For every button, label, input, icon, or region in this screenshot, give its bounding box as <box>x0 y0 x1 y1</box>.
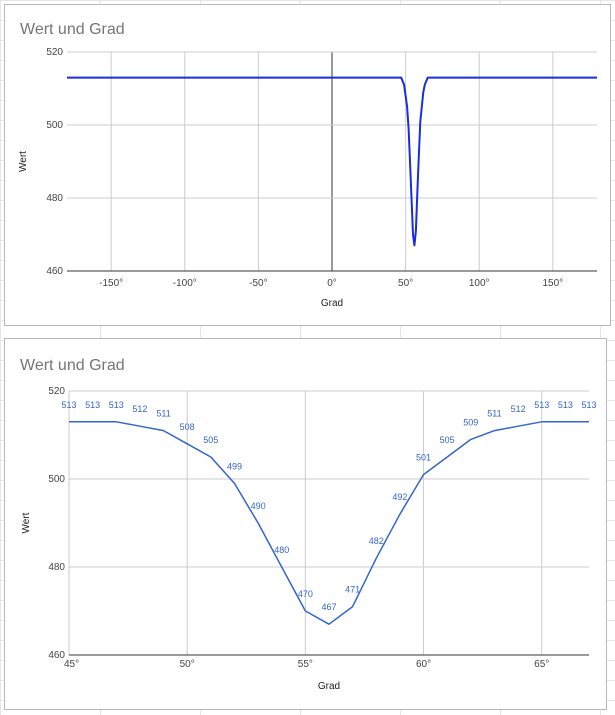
data-label: 470 <box>298 589 313 599</box>
data-label: 471 <box>345 585 360 595</box>
x-tick-label: -50° <box>249 278 267 289</box>
y-tick-label: 520 <box>48 386 65 397</box>
data-label: 511 <box>487 409 501 419</box>
x-axis-title: Grad <box>318 681 340 692</box>
data-label: 490 <box>251 501 266 511</box>
y-tick-label: 500 <box>48 474 65 485</box>
x-tick-label: 50° <box>180 659 195 670</box>
y-tick-label: 460 <box>46 266 63 277</box>
y-tick-label: 480 <box>46 193 63 204</box>
data-label: 482 <box>369 536 384 546</box>
x-tick-label: 55° <box>298 659 313 670</box>
data-label: 499 <box>227 461 242 471</box>
x-tick-label: 100° <box>469 278 490 289</box>
data-label: 513 <box>534 400 549 410</box>
chart-card-overview: Wert und Grad -150° -100° -50° 0° 50° 100° 150… <box>4 4 611 326</box>
data-label: 505 <box>203 435 218 445</box>
chart-title: Wert und Grad <box>20 357 125 374</box>
y-tick-label: 460 <box>48 650 65 661</box>
data-label: 511 <box>156 409 170 419</box>
x-tick-label: 50° <box>398 278 413 289</box>
x-axis-title: Grad <box>321 298 343 309</box>
y-tick-label: 480 <box>48 562 65 573</box>
data-label: 508 <box>180 422 195 432</box>
series-line <box>69 421 589 625</box>
data-label: 492 <box>392 492 407 502</box>
data-label: 505 <box>440 435 455 445</box>
data-label: 513 <box>61 400 76 410</box>
chart-overview-plot: -150° -100° -50° 0° 50° 100° 150° 460 480 500 520 G… <box>18 47 597 309</box>
x-tick-label: -150° <box>99 278 123 289</box>
data-label: 501 <box>416 453 431 463</box>
data-label: 467 <box>321 602 336 612</box>
chart-card-zoomed: Wert und Grad 45° 50° 55° 60° 65° 460 480 500 52… <box>4 338 607 710</box>
data-label: 513 <box>109 400 124 410</box>
x-tick-label: 65° <box>534 659 549 670</box>
data-label: 513 <box>581 400 596 410</box>
y-tick-label: 500 <box>46 120 63 131</box>
data-label: 513 <box>85 400 100 410</box>
series-line <box>67 76 597 247</box>
x-tick-label: 60° <box>416 659 431 670</box>
y-tick-label: 520 <box>46 47 63 58</box>
chart-title: Wert und Grad <box>20 21 125 38</box>
data-label: 512 <box>132 404 147 414</box>
y-axis-title: Wert <box>21 512 32 533</box>
x-tick-label: 150° <box>542 278 563 289</box>
x-tick-label: 0° <box>327 278 337 289</box>
data-label: 509 <box>463 417 478 427</box>
x-tick-label: -100° <box>173 278 197 289</box>
data-label: 480 <box>274 545 289 555</box>
y-axis-title: Wert <box>18 151 29 172</box>
x-tick-label: 45° <box>64 659 79 670</box>
data-label: 513 <box>558 400 573 410</box>
chart-zoomed-plot: 45° 50° 55° 60° 65° 460 480 500 520 Grad Wert 513 51… <box>21 386 597 692</box>
data-label: 512 <box>511 404 526 414</box>
